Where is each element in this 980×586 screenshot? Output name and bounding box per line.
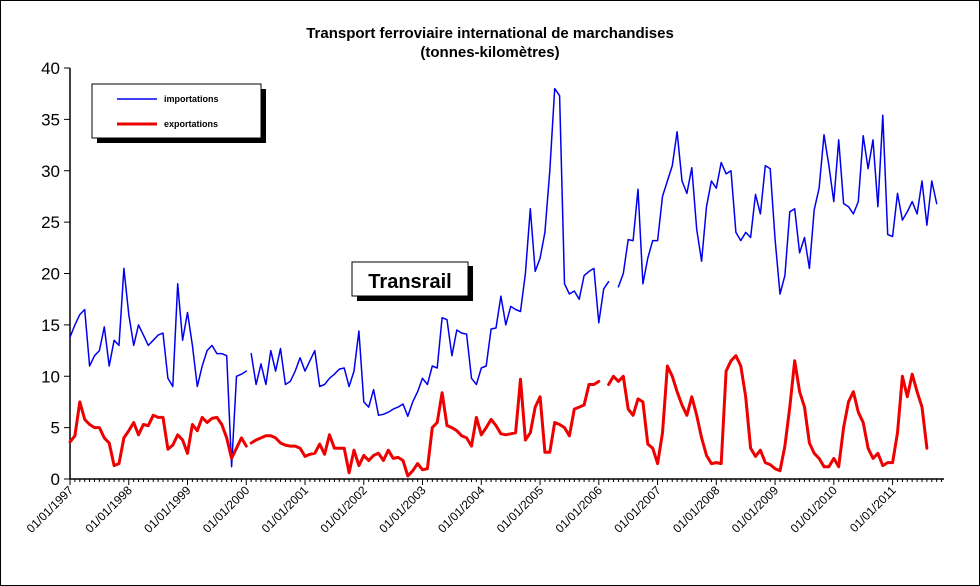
series-line-importations xyxy=(69,267,248,468)
x-tick-label: 01/01/2006 xyxy=(553,483,606,536)
y-tick-label: 15 xyxy=(41,316,60,335)
series-line-exportations xyxy=(68,400,248,468)
y-tick-label: 40 xyxy=(41,59,60,78)
chart-subtitle: (tonnes-kilomètres) xyxy=(420,44,560,61)
annotation-transrail: Transrail xyxy=(351,261,473,301)
x-tick-label: 01/01/2005 xyxy=(494,483,547,536)
x-axis-ticks: 01/01/1997 01/01/1998 01/01/1999 01/01/2000… xyxy=(24,479,943,536)
x-tick-label: 01/01/1997 xyxy=(24,483,77,536)
x-tick-label: 01/01/2003 xyxy=(376,483,429,536)
y-tick-label: 5 xyxy=(51,419,60,438)
chart-title: Transport ferroviaire international de m… xyxy=(0,24,980,62)
chart-title-line1: Transport ferroviaire international de m… xyxy=(306,25,674,42)
x-tick-label: 01/01/2010 xyxy=(788,483,841,536)
y-tick-label: 35 xyxy=(41,110,60,129)
series-lines xyxy=(68,87,938,478)
y-tick-label: 10 xyxy=(41,367,60,386)
y-axis-ticks: 0 5 10 15 20 25 30 35 40 xyxy=(41,59,70,489)
x-tick-label: 01/01/2011 xyxy=(847,483,899,535)
y-tick-label: 0 xyxy=(51,470,60,489)
legend: importations exportations xyxy=(91,83,266,143)
y-tick-label: 30 xyxy=(41,162,60,181)
x-tick-label: 01/01/1998 xyxy=(83,483,136,536)
x-tick-label: 01/01/2000 xyxy=(200,483,253,536)
x-tick-label: 01/01/2007 xyxy=(611,483,664,536)
series-line-importations xyxy=(617,114,938,295)
x-tick-label: 01/01/2002 xyxy=(318,483,371,536)
annotation-box xyxy=(351,261,469,297)
x-tick-label: 01/01/1999 xyxy=(141,483,194,536)
y-tick-label: 25 xyxy=(41,213,60,232)
annotation-label: Transrail xyxy=(368,271,451,293)
series-line-exportations xyxy=(607,354,929,473)
legend-box xyxy=(91,83,262,139)
y-tick-label: 20 xyxy=(41,265,60,284)
x-tick-label: 01/01/2001 xyxy=(259,483,312,536)
x-tick-label: 01/01/2009 xyxy=(729,483,782,536)
legend-label-importations: importations xyxy=(164,94,219,104)
x-tick-label: 01/01/2008 xyxy=(670,483,723,536)
x-tick-label: 01/01/2004 xyxy=(435,483,488,536)
series-line-importations xyxy=(250,87,610,418)
series-line-exportations xyxy=(249,377,601,478)
legend-label-exportations: exportations xyxy=(164,119,218,129)
